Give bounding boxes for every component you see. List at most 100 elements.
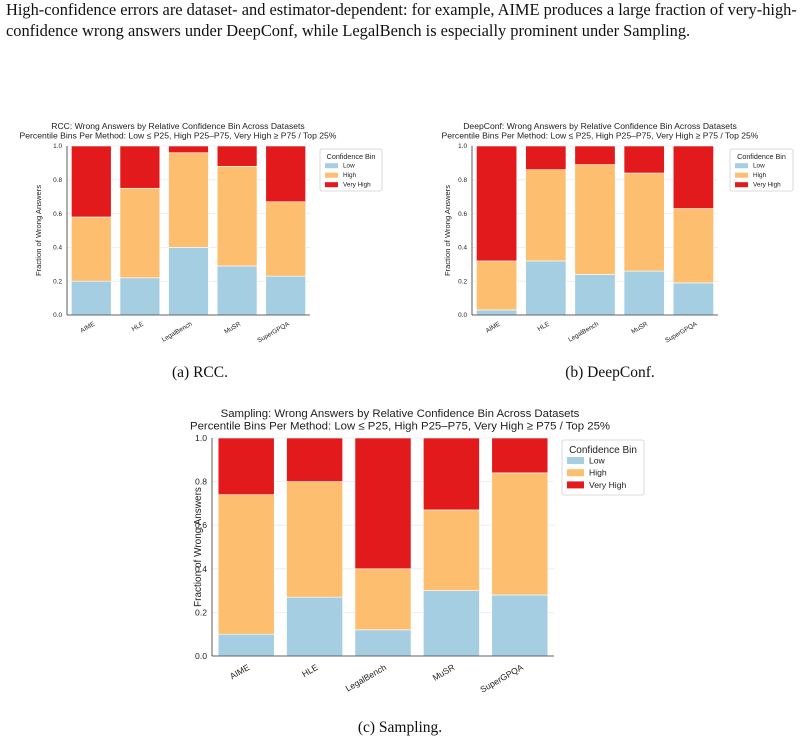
x-tick-label: SuperGPQA <box>256 320 291 344</box>
bar-very-high <box>574 145 616 165</box>
x-tick-label: AIME <box>79 321 96 335</box>
bar-high <box>491 472 549 596</box>
x-tick-label: MuSR <box>223 320 242 335</box>
legend-box <box>319 148 383 192</box>
chart-title: DeepConf: Wrong Answers by Relative Conf… <box>463 121 737 131</box>
bar-high <box>216 165 258 267</box>
bar-high <box>286 481 343 598</box>
legend-title: Confidence Bin <box>327 152 376 161</box>
bar-very-high <box>71 145 112 218</box>
bar-low <box>216 265 258 316</box>
bar-low <box>476 309 518 316</box>
bar-very-high <box>525 145 567 170</box>
legend-label: Very High <box>753 182 781 189</box>
bar-very-high <box>354 437 412 570</box>
y-tick-label: 0.4 <box>195 564 207 574</box>
caption-sampling: (c) Sampling. <box>357 719 443 736</box>
y-axis-label: Fraction of Wrong Answers <box>443 185 452 276</box>
y-tick-label: 0.4 <box>53 245 62 252</box>
bar-high <box>168 152 209 248</box>
bar-very-high <box>217 437 275 495</box>
bar-low <box>217 633 275 657</box>
chart-subtitle: Percentile Bins Per Method: Low ≤ P25, H… <box>442 131 759 141</box>
chart-title: Sampling: Wrong Answers by Relative Conf… <box>221 408 580 420</box>
legend-title: Confidence Bin <box>737 152 786 161</box>
legend-box <box>561 439 645 496</box>
legend-label: High <box>753 172 767 179</box>
bar-low <box>168 247 209 316</box>
x-tick-label: SuperGPQA <box>478 662 525 695</box>
legend-label: Very High <box>343 182 371 189</box>
chart-subtitle: Percentile Bins Per Method: Low ≤ P25, H… <box>20 131 337 141</box>
bar-low <box>286 596 343 657</box>
x-tick-label: LegalBench <box>567 320 600 343</box>
y-axis-label: Fraction of Wrong Answers <box>34 185 43 276</box>
y-tick-label: 0.2 <box>53 278 62 285</box>
bar-low <box>672 282 714 316</box>
bar-very-high <box>476 145 518 262</box>
chart-rcc: RCC: Wrong Answers by Relative Confidenc… <box>20 121 383 344</box>
bar-high <box>265 201 306 277</box>
y-tick-label: 0.4 <box>458 245 467 252</box>
bar-very-high <box>216 145 258 167</box>
legend-swatch <box>325 172 338 178</box>
legend-swatch <box>735 182 748 188</box>
chart-subtitle: Percentile Bins Per Method: Low ≤ P25, H… <box>190 420 610 432</box>
legend-box <box>729 148 794 192</box>
bar-high <box>525 169 567 262</box>
bar-high <box>476 260 518 311</box>
bar-low <box>423 590 480 657</box>
y-tick-label: 0.2 <box>195 607 207 617</box>
bar-very-high <box>265 145 306 203</box>
bar-low <box>491 594 549 657</box>
bar-very-high <box>491 437 549 474</box>
legend-label: Very High <box>589 480 626 490</box>
chart-sampling: Sampling: Wrong Answers by Relative Conf… <box>190 408 645 695</box>
caption-rcc: (a) RCC. <box>172 364 228 381</box>
bar-very-high <box>286 437 343 482</box>
bar-low <box>71 280 112 316</box>
legend-swatch <box>567 457 584 464</box>
x-tick-label: HLE <box>300 662 320 679</box>
legend-label: Low <box>753 163 765 170</box>
caption-deepconf: (b) DeepConf. <box>565 364 655 381</box>
y-tick-label: 1.0 <box>195 433 207 443</box>
y-tick-label: 0.6 <box>195 520 207 530</box>
y-tick-label: 0.0 <box>458 312 467 319</box>
legend-label: Low <box>589 456 606 466</box>
bar-low <box>265 275 306 316</box>
bar-low <box>119 277 161 316</box>
x-tick-label: SuperGPQA <box>664 320 699 344</box>
chart-title: RCC: Wrong Answers by Relative Confidenc… <box>51 121 304 131</box>
y-tick-label: 0.8 <box>195 477 207 487</box>
bar-high <box>119 187 161 279</box>
legend-swatch <box>735 163 748 169</box>
x-tick-label: HLE <box>537 321 551 333</box>
legend-swatch <box>567 469 584 477</box>
bar-high <box>354 568 412 631</box>
y-tick-label: 0.0 <box>195 651 207 661</box>
x-tick-label: AIME <box>485 321 502 335</box>
bar-low <box>574 274 616 316</box>
bar-very-high <box>119 145 161 189</box>
y-tick-label: 1.0 <box>53 143 62 150</box>
y-tick-label: 0.2 <box>458 278 467 285</box>
legend-title: Confidence Bin <box>569 445 637 456</box>
y-tick-label: 0.6 <box>458 211 467 218</box>
intro-paragraph: High-confidence errors are dataset- and … <box>6 0 797 40</box>
y-axis-label: Fraction of Wrong Answers <box>193 487 204 607</box>
bar-very-high <box>672 145 714 209</box>
x-tick-label: LegalBench <box>344 662 389 693</box>
bar-low <box>623 270 665 316</box>
legend-swatch <box>325 182 338 188</box>
x-tick-label: AIME <box>228 662 251 681</box>
bar-low <box>525 260 567 316</box>
x-tick-label: MuSR <box>431 662 457 683</box>
x-tick-label: LegalBench <box>161 320 194 343</box>
legend-label: Low <box>343 163 355 170</box>
legend-swatch <box>735 172 748 178</box>
bar-high <box>71 216 112 282</box>
legend-label: High <box>589 468 607 478</box>
legend-swatch <box>325 163 338 169</box>
y-tick-label: 0.0 <box>53 312 62 319</box>
